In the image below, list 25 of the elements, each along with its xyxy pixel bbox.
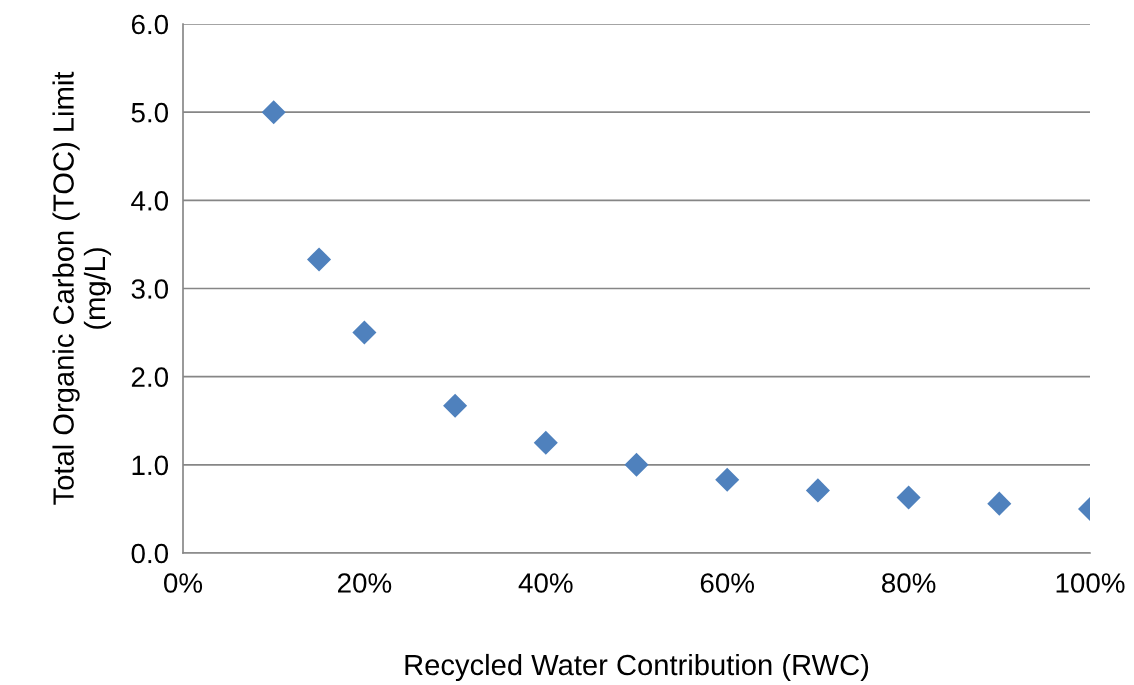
x-tick-label: 100% — [1056, 573, 1125, 593]
x-tick-label: 40% — [518, 573, 573, 593]
point — [715, 467, 740, 492]
y-tick-label: 3.0 — [131, 279, 169, 299]
point — [533, 430, 558, 455]
y-tick-label: 1.0 — [132, 455, 169, 476]
y-tick-label: 0.0 — [131, 543, 169, 564]
y-tick-label: 2.0 — [131, 367, 169, 388]
y-tick-label: 5.0 — [131, 102, 169, 123]
point — [805, 478, 830, 503]
x-tick-label: 0% — [164, 573, 203, 593]
y-axis-title: Total Organic Carbon (TOC) Limit (mg/L) — [52, 71, 112, 505]
point — [896, 485, 921, 510]
point — [443, 393, 468, 418]
y-tick-label: 4.0 — [131, 191, 169, 211]
y-tick-label: 6.0 — [131, 14, 169, 35]
point — [307, 247, 332, 272]
point — [987, 491, 1012, 516]
point — [624, 452, 649, 477]
point — [261, 100, 286, 125]
x-axis-title: Recycled Water Contribution (RWC) — [405, 653, 869, 682]
x-tick-label: 80% — [882, 573, 936, 593]
x-tick-label: 60% — [700, 573, 755, 593]
point — [352, 320, 377, 345]
x-tick-label: 20% — [338, 573, 392, 593]
